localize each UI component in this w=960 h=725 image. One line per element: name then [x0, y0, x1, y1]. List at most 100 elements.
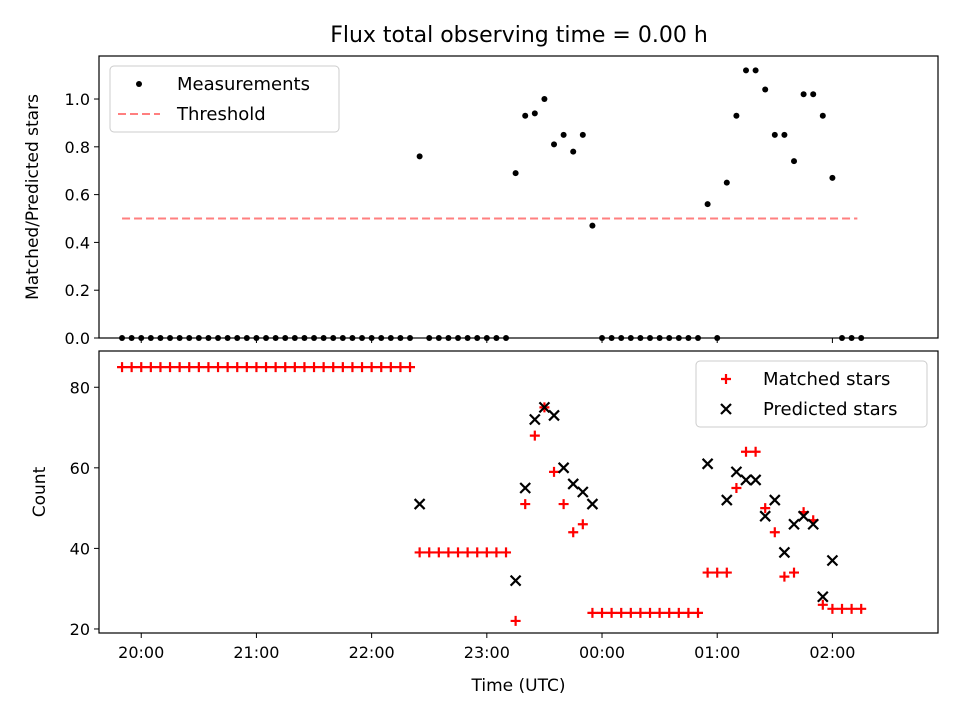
data-point	[597, 607, 608, 618]
legend: Matched stars Predicted stars	[695, 360, 928, 428]
data-point	[541, 96, 548, 103]
data-point	[520, 499, 531, 510]
y-tick-label: 60	[70, 459, 90, 478]
bottom-panel: Count 20 40 60 80 20:00 21:00 22:00 23:00 00:00 01…	[30, 350, 939, 696]
data-point	[328, 362, 339, 373]
data-point	[405, 362, 416, 373]
data-point	[376, 362, 387, 373]
data-point	[551, 141, 558, 148]
data-point	[810, 91, 817, 98]
data-point	[165, 362, 176, 373]
y-tick-label: 0.4	[65, 233, 90, 252]
data-point	[800, 91, 807, 98]
data-point	[579, 131, 586, 138]
data-point	[568, 527, 579, 538]
data-point	[721, 567, 732, 578]
data-point	[522, 112, 529, 119]
data-point	[299, 362, 310, 373]
data-point	[762, 86, 769, 93]
data-point	[577, 519, 588, 530]
x-axis-label: Time (UTC)	[471, 676, 566, 696]
data-point	[781, 131, 788, 138]
legend-label: Threshold	[176, 104, 266, 125]
data-point	[645, 607, 656, 618]
data-point	[213, 362, 224, 373]
data-point	[826, 554, 839, 567]
data-point	[558, 499, 569, 510]
data-point	[538, 401, 551, 414]
data-point	[424, 547, 435, 558]
data-point	[357, 362, 368, 373]
data-point	[769, 527, 780, 538]
y-tick-label: 0.2	[65, 281, 90, 300]
data-point	[704, 201, 711, 208]
data-point	[567, 478, 579, 490]
data-point	[750, 446, 761, 457]
data-point	[443, 547, 454, 558]
data-point	[416, 153, 423, 160]
series-predicted-stars	[413, 401, 839, 603]
data-point	[529, 413, 541, 426]
data-point	[759, 510, 771, 522]
data-point	[702, 567, 713, 578]
data-point	[548, 409, 560, 422]
x-tick-label: 01:00	[694, 643, 740, 662]
data-point	[856, 603, 867, 614]
y-axis-label: Count	[30, 466, 50, 517]
data-point	[743, 67, 750, 74]
data-point	[509, 574, 522, 587]
data-point	[453, 547, 464, 558]
data-point	[232, 362, 243, 373]
data-point	[752, 67, 759, 74]
data-point	[720, 403, 732, 415]
data-point	[789, 567, 800, 578]
data-point	[203, 362, 214, 373]
data-point	[366, 362, 377, 373]
data-point	[740, 474, 752, 486]
legend-marker	[136, 81, 142, 87]
x-tick-label: 21:00	[233, 643, 279, 662]
y-tick-label: 40	[70, 539, 90, 558]
data-point	[625, 607, 636, 618]
data-point	[589, 222, 596, 229]
data-point	[731, 482, 742, 493]
data-point	[797, 510, 810, 522]
data-point	[481, 547, 492, 558]
data-point	[829, 174, 836, 181]
data-point	[117, 362, 128, 373]
x-tick-label: 02:00	[809, 643, 855, 662]
data-point	[817, 599, 828, 610]
axes-frame	[98, 55, 939, 339]
data-point	[693, 607, 704, 618]
data-point	[433, 547, 444, 558]
data-point	[413, 498, 426, 510]
legend-label: Matched stars	[763, 369, 890, 390]
data-point	[557, 462, 570, 474]
data-point	[289, 362, 300, 373]
data-point	[261, 362, 272, 373]
y-tick-label: 0.8	[65, 138, 90, 157]
top-panel: Matched/Predicted stars 0.0 0.2 0.4 0.6 0.8 1.…	[23, 55, 939, 348]
data-point	[280, 362, 291, 373]
data-point	[771, 131, 778, 138]
data-point	[241, 362, 252, 373]
data-point	[664, 607, 675, 618]
data-point	[788, 518, 800, 531]
data-point	[723, 179, 730, 186]
data-point	[837, 603, 848, 614]
x-tick-label: 22:00	[349, 643, 395, 662]
data-point	[251, 362, 262, 373]
data-point	[733, 112, 740, 119]
data-point	[512, 170, 519, 177]
x-tick-label: 20:00	[118, 643, 164, 662]
data-point	[184, 362, 195, 373]
data-point	[347, 362, 358, 373]
data-point	[570, 148, 577, 155]
data-point	[712, 567, 723, 578]
data-point	[193, 362, 204, 373]
data-point	[673, 607, 684, 618]
legend-box	[695, 360, 928, 428]
data-point	[145, 362, 156, 373]
data-point	[577, 486, 589, 498]
